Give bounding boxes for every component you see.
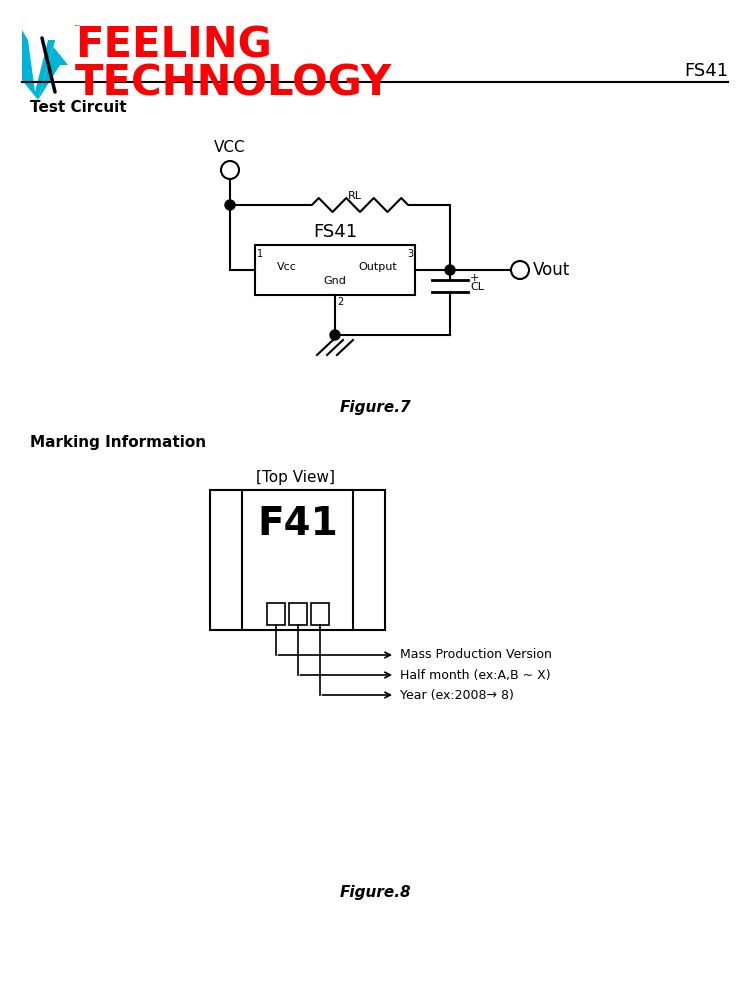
Text: Output: Output	[358, 262, 397, 272]
Text: 3: 3	[406, 249, 413, 259]
Circle shape	[330, 330, 340, 340]
Bar	[266, 603, 284, 625]
Text: Vcc: Vcc	[277, 262, 297, 272]
Text: Vout: Vout	[533, 261, 570, 279]
Text: Figure.8: Figure.8	[339, 885, 411, 900]
Text: 2: 2	[337, 297, 343, 307]
Polygon shape	[38, 40, 68, 100]
Text: Marking Information: Marking Information	[30, 435, 206, 450]
Bar	[310, 603, 328, 625]
Text: Gnd: Gnd	[323, 276, 346, 286]
Text: VCC: VCC	[214, 140, 246, 155]
Text: Mass Production Version: Mass Production Version	[400, 648, 552, 662]
Text: #ff0000: #ff0000	[75, 25, 81, 26]
Bar	[210, 490, 385, 630]
Bar	[255, 245, 415, 295]
Text: Half month (ex:A,B ~ X): Half month (ex:A,B ~ X)	[400, 668, 550, 682]
Text: 1: 1	[257, 249, 263, 259]
Circle shape	[225, 200, 235, 210]
Text: Test Circuit: Test Circuit	[30, 100, 127, 115]
Text: +: +	[470, 273, 479, 283]
Circle shape	[445, 265, 455, 275]
Polygon shape	[22, 30, 55, 100]
Text: Year (ex:2008→ 8): Year (ex:2008→ 8)	[400, 688, 514, 702]
Text: FS41: FS41	[313, 223, 357, 241]
Bar	[289, 603, 307, 625]
Text: FS41: FS41	[684, 62, 728, 80]
Text: Figure.7: Figure.7	[339, 400, 411, 415]
Text: RL: RL	[348, 191, 362, 201]
Text: F41: F41	[257, 505, 338, 543]
Text: FEELING: FEELING	[75, 25, 272, 67]
Text: [Top View]: [Top View]	[256, 470, 334, 485]
Text: CL: CL	[470, 282, 484, 292]
Text: TECHNOLOGY: TECHNOLOGY	[75, 62, 392, 104]
